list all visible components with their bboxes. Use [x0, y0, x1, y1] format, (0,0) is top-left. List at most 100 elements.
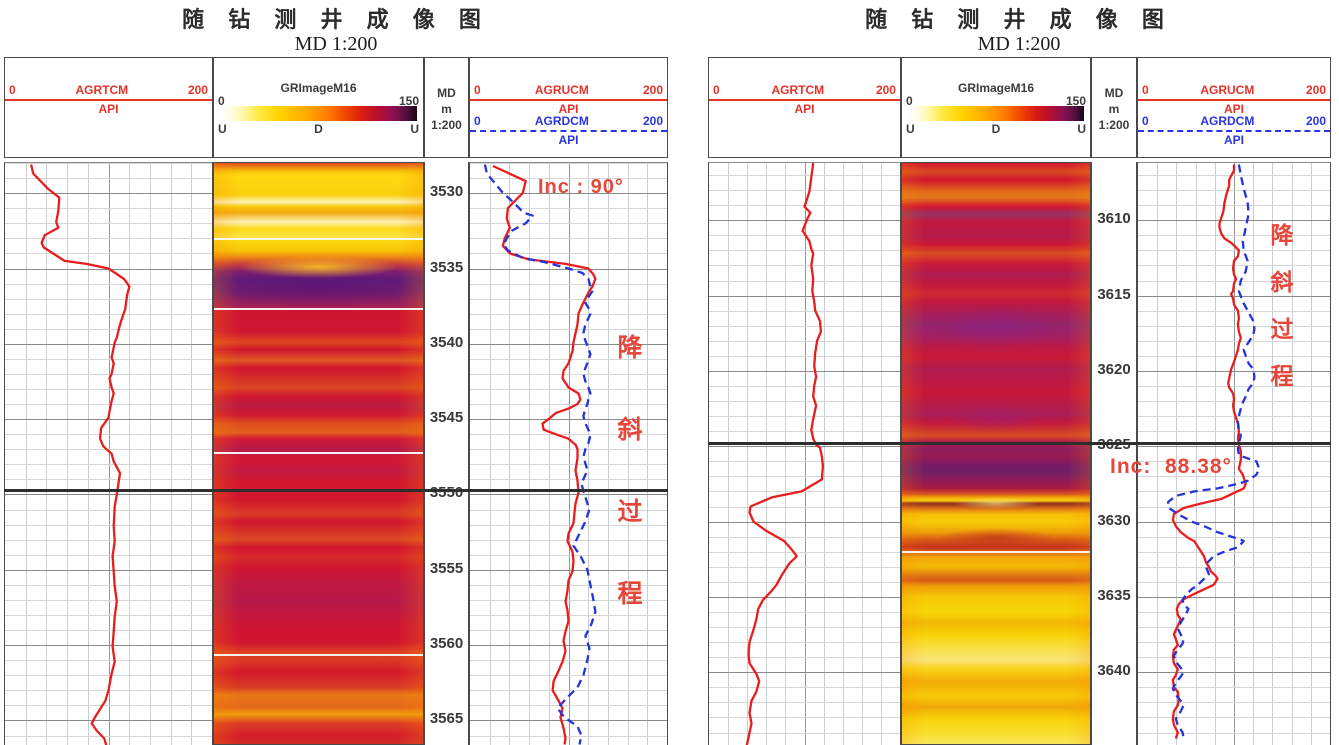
depth-tick-label: 3615	[1097, 285, 1131, 303]
grid-line-horizontal	[5, 539, 212, 541]
header-track2: 0 AGRUCM 200 API 0 AGRDCM 200 API	[469, 57, 668, 158]
depth-tick-label: 3545	[429, 409, 464, 427]
grid-line-horizontal	[5, 675, 212, 677]
grid-line-horizontal	[709, 521, 900, 523]
grid-line-horizontal	[5, 434, 212, 436]
track2-curve1-name: AGRUCM	[534, 83, 589, 97]
grid-line-horizontal	[1138, 416, 1330, 418]
track1-curve-name: AGRTCM	[771, 83, 825, 97]
image-max: 150	[1065, 94, 1086, 108]
grid-line-horizontal	[5, 569, 212, 571]
track2-curve2-min: 0	[474, 114, 481, 128]
gr-image-track	[901, 162, 1091, 745]
grid-line-horizontal	[5, 389, 212, 390]
depth-tick-label: 3620	[1097, 360, 1131, 378]
grid-line-horizontal	[709, 611, 900, 613]
grid-line-horizontal	[470, 193, 667, 195]
grid-line-horizontal	[1138, 506, 1330, 508]
image-white-break-line	[214, 452, 423, 455]
grid-line-vertical	[129, 163, 131, 745]
grid-line-horizontal	[709, 340, 900, 342]
grid-line-horizontal	[5, 599, 212, 601]
grid-line-horizontal	[1138, 190, 1330, 192]
grid-line-horizontal	[470, 464, 667, 466]
header-image-track: GRImageM16 0 150 U D U	[901, 57, 1091, 158]
grid-line-vertical	[1176, 163, 1178, 745]
depth-tick-label: 3565	[429, 710, 464, 728]
track2-curve2-min: 0	[1142, 114, 1149, 128]
grid-line-vertical	[170, 163, 172, 745]
grid-line-vertical	[25, 163, 27, 745]
track2-curve1-unit: API	[558, 102, 579, 116]
grid-line-horizontal	[709, 476, 900, 478]
grid-line-horizontal	[470, 479, 667, 481]
grid-line-horizontal	[470, 298, 667, 300]
grid-line-horizontal	[470, 675, 667, 677]
image-min: 0	[906, 94, 913, 108]
grid-line-horizontal	[1138, 355, 1330, 357]
grid-line-horizontal	[709, 461, 900, 463]
page-title: 随 钻 测 井 成 像 图	[182, 7, 490, 32]
grid-line-horizontal	[5, 163, 212, 164]
grid-line-horizontal	[5, 524, 212, 526]
grid-line-horizontal	[470, 630, 667, 631]
grid-line-horizontal	[1138, 370, 1330, 372]
grid-line-vertical	[568, 163, 570, 745]
grid-line-vertical	[647, 163, 649, 745]
depth-marker-line	[708, 441, 1331, 445]
grid-line-horizontal	[1138, 702, 1330, 704]
grid-line-horizontal	[5, 630, 212, 631]
grid-line-horizontal	[470, 449, 667, 451]
grid-line-vertical	[766, 163, 768, 745]
depth-tick-label: 3610	[1097, 210, 1131, 228]
grid-line-horizontal	[470, 253, 667, 255]
grid-line-horizontal	[470, 434, 667, 436]
depth-header-unit: m	[441, 102, 452, 116]
image-min: 0	[218, 94, 225, 108]
grid-line-horizontal	[470, 524, 667, 526]
image-white-break-line	[902, 550, 1090, 553]
grid-line-horizontal	[5, 660, 212, 662]
track2-curve2-name: AGRDCM	[1200, 114, 1255, 128]
grid-line-horizontal	[709, 581, 900, 583]
grid-line-horizontal	[1138, 596, 1330, 598]
agrdcm-curve	[483, 164, 597, 745]
track2-curve1-line-sample	[470, 99, 667, 101]
log-curves	[745, 163, 825, 745]
grid-line-horizontal	[1138, 386, 1330, 387]
grid-line-vertical	[1214, 163, 1216, 745]
grid-line-horizontal	[470, 645, 667, 647]
depth-tick-label: 3535	[429, 258, 464, 276]
grid-line-horizontal	[1138, 446, 1330, 448]
grid-line-horizontal	[1138, 295, 1330, 297]
grid-line-horizontal	[5, 584, 212, 586]
grid-line-horizontal	[470, 238, 667, 240]
grid-line-horizontal	[470, 178, 667, 180]
grid-line-horizontal	[470, 735, 667, 737]
grid-line-vertical	[1291, 163, 1293, 745]
process-annotation-char: 斜	[617, 416, 643, 444]
grid-line-horizontal	[5, 208, 212, 210]
agrucm-curve	[1171, 164, 1247, 739]
image-right-label: U	[1077, 122, 1086, 136]
color-scale-bar	[220, 106, 417, 121]
grid-line-horizontal	[5, 313, 212, 315]
header-depth: MD m 1:200	[1091, 57, 1137, 158]
grid-line-vertical	[191, 163, 193, 745]
process-annotation-char: 斜	[1270, 269, 1294, 295]
track2-curve2-line-sample	[1138, 130, 1330, 132]
grid-line-horizontal	[1138, 581, 1330, 583]
track2-curve2-max: 200	[642, 114, 663, 128]
grid-line-horizontal	[709, 506, 900, 508]
depth-header-scale: 1:200	[1098, 118, 1130, 132]
grid-line-horizontal	[709, 491, 900, 493]
grid-line-horizontal	[5, 283, 212, 285]
grid-line-vertical	[785, 163, 787, 745]
grid-line-horizontal	[1138, 431, 1330, 433]
grid-line-horizontal	[709, 310, 900, 312]
grid-line-vertical	[1272, 163, 1274, 745]
grid-line-horizontal	[470, 163, 667, 164]
log-curves	[483, 164, 597, 745]
depth-tick-label: 3640	[1097, 662, 1131, 680]
grid-line-vertical	[823, 163, 825, 745]
